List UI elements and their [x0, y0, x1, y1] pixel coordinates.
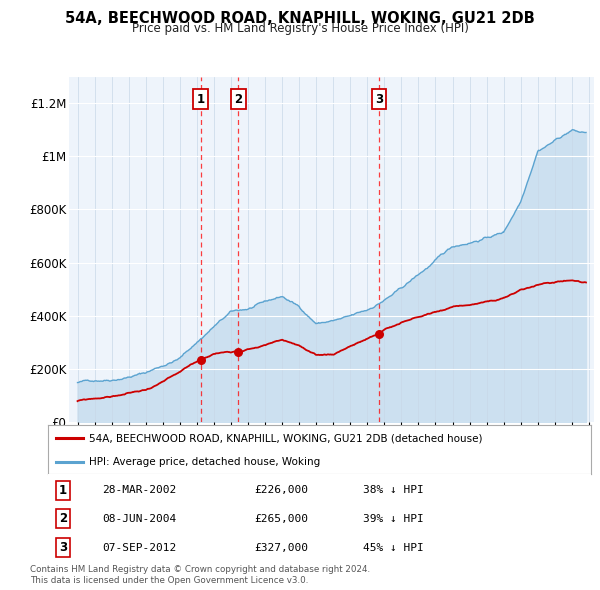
Text: 07-SEP-2012: 07-SEP-2012	[103, 543, 176, 553]
Text: Contains HM Land Registry data © Crown copyright and database right 2024.: Contains HM Land Registry data © Crown c…	[30, 565, 370, 574]
Text: 08-JUN-2004: 08-JUN-2004	[103, 514, 176, 524]
Text: £226,000: £226,000	[254, 485, 308, 495]
Text: 3: 3	[59, 541, 67, 554]
Text: This data is licensed under the Open Government Licence v3.0.: This data is licensed under the Open Gov…	[30, 576, 308, 585]
Text: 54A, BEECHWOOD ROAD, KNAPHILL, WOKING, GU21 2DB (detached house): 54A, BEECHWOOD ROAD, KNAPHILL, WOKING, G…	[89, 434, 482, 444]
Text: Price paid vs. HM Land Registry's House Price Index (HPI): Price paid vs. HM Land Registry's House …	[131, 22, 469, 35]
Text: 38% ↓ HPI: 38% ↓ HPI	[363, 485, 424, 495]
Text: 2: 2	[235, 93, 242, 106]
Text: 28-MAR-2002: 28-MAR-2002	[103, 485, 176, 495]
Text: HPI: Average price, detached house, Woking: HPI: Average price, detached house, Woki…	[89, 457, 320, 467]
Text: 1: 1	[59, 484, 67, 497]
Text: 54A, BEECHWOOD ROAD, KNAPHILL, WOKING, GU21 2DB: 54A, BEECHWOOD ROAD, KNAPHILL, WOKING, G…	[65, 11, 535, 25]
Text: 1: 1	[197, 93, 205, 106]
Text: 2: 2	[59, 512, 67, 525]
Point	[196, 355, 206, 365]
Text: £327,000: £327,000	[254, 543, 308, 553]
Text: 3: 3	[375, 93, 383, 106]
Point	[374, 329, 384, 339]
Text: 45% ↓ HPI: 45% ↓ HPI	[363, 543, 424, 553]
Point	[233, 347, 243, 356]
Text: 39% ↓ HPI: 39% ↓ HPI	[363, 514, 424, 524]
Text: £265,000: £265,000	[254, 514, 308, 524]
